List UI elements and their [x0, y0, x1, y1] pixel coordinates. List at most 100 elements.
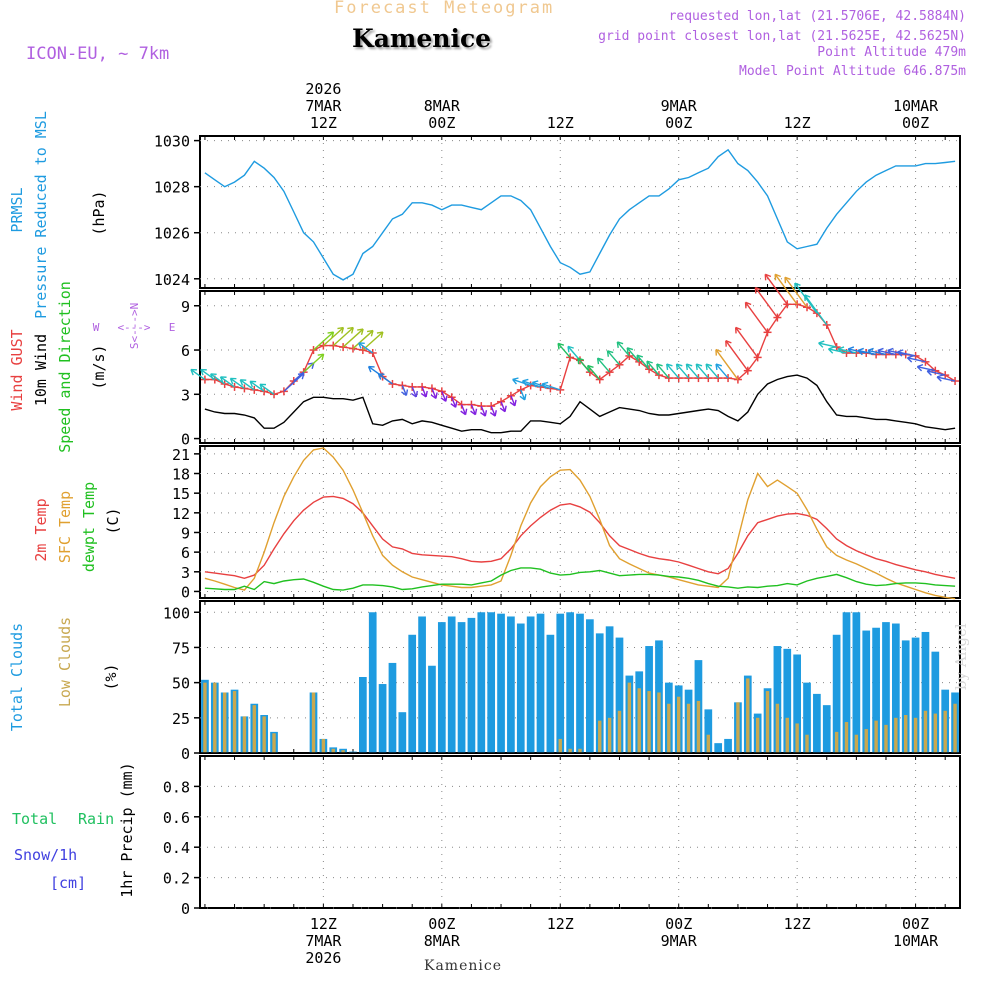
- total-clouds-bar: [872, 627, 880, 753]
- wind-arrow-head: [906, 355, 914, 363]
- wind-arrow-head: [837, 346, 845, 354]
- total-clouds-bar: [714, 743, 723, 753]
- side-labels: PRMSL Pressure Reduced to MSL (hPa) Wind GU…: [8, 111, 175, 898]
- total-clouds-bar: [773, 646, 782, 753]
- low-clouds-bar: [203, 682, 207, 753]
- wind-direction-arrow: [597, 357, 611, 373]
- wind-arrow-head: [357, 328, 364, 336]
- wind-direction-arrow: [313, 331, 334, 351]
- sfc-temp-line: [204, 447, 956, 600]
- wind-arrow-head: [358, 342, 365, 349]
- wind-arrow-head: [347, 326, 354, 334]
- wind-direction-arrow: [735, 326, 759, 358]
- wind-10m-label: 10m Wind: [32, 334, 50, 406]
- wind-arrow-head: [636, 354, 644, 362]
- wind-arrow-head: [557, 342, 565, 350]
- wind-arrow-head: [936, 374, 943, 382]
- wind-arrow-head: [512, 377, 519, 385]
- precip-rain-label: Rain: [78, 810, 114, 828]
- low-clouds-bar: [755, 717, 760, 753]
- wind-direction-arrow: [705, 363, 719, 379]
- wind-arrow-head: [818, 340, 825, 348]
- wind-arrow-head: [685, 363, 693, 371]
- wind-direction-arrow: [887, 349, 906, 356]
- wind-arrow-head: [509, 399, 517, 407]
- low-clouds-bar: [222, 692, 227, 753]
- wind-arrow-head: [926, 368, 934, 376]
- temperature-ytick-label: 6: [181, 544, 190, 562]
- temperature-panel-frame: [199, 445, 961, 599]
- wind-direction-arrow: [587, 365, 601, 380]
- low-clouds-bar: [736, 702, 740, 753]
- wind-arrow-head: [606, 350, 614, 357]
- total-clouds-bar: [891, 623, 900, 753]
- low-clouds-bar: [331, 748, 335, 753]
- wind-direction-arrow: [522, 380, 541, 388]
- wind-arrow-head: [460, 408, 468, 416]
- wind-unit-label: (m/s): [90, 344, 108, 389]
- low-clouds-bar: [775, 703, 780, 753]
- low-clouds-bar: [578, 748, 582, 753]
- wind-direction-arrow: [239, 379, 255, 391]
- top-time-label: 00Z: [428, 114, 455, 132]
- wind-arrow-head: [440, 395, 448, 402]
- total-clouds-bar: [359, 677, 367, 753]
- wind-arrow-head: [210, 373, 217, 380]
- wind-direction-arrow: [362, 331, 384, 351]
- total-clouds-bar: [813, 693, 821, 753]
- wind-arrow-head: [857, 347, 864, 356]
- precip-unit-label: 1hr Precip (mm): [118, 762, 136, 897]
- wind-arrow-head: [784, 276, 791, 284]
- plot-marks: [190, 148, 960, 909]
- wind-direction-arrow: [646, 360, 660, 376]
- bottom-time-label: 8MAR: [424, 932, 461, 950]
- low-clouds-bar: [765, 691, 770, 753]
- precip-snow-unit-label: [cm]: [50, 874, 86, 892]
- low-clouds-bar: [904, 715, 908, 753]
- total-clouds-bar: [378, 684, 387, 753]
- wind-gust-label: Wind GUST: [8, 329, 26, 410]
- wind-arrow-head: [804, 294, 811, 301]
- low-clouds-bar: [854, 734, 859, 753]
- wind-direction-arrow: [606, 350, 621, 366]
- top-time-label: 2026: [305, 80, 341, 98]
- wind-direction-arrow: [794, 282, 818, 314]
- bottom-time-label: 00Z: [665, 915, 692, 933]
- wind-arrow-head: [734, 326, 742, 334]
- total-clouds-bar: [516, 623, 525, 753]
- wind-direction-arrow: [510, 395, 516, 407]
- temperature-ytick-label: 9: [181, 524, 190, 542]
- pressure-ytick-label: 1024: [154, 271, 190, 289]
- wind-direction-arrow: [283, 372, 305, 392]
- wind-ytick-label: 6: [181, 342, 190, 360]
- grid-lines: [194, 136, 960, 909]
- precip-panel-frame: [199, 755, 961, 909]
- wind-direction-arrow: [774, 273, 798, 305]
- top-time-label: 7MAR: [305, 97, 342, 115]
- wind-direction-arrow: [303, 353, 325, 373]
- wind-arrow-head: [764, 273, 772, 281]
- wind-arrow-head: [519, 393, 527, 401]
- wind-direction-arrow: [460, 404, 467, 415]
- wind-arrow-head: [377, 373, 385, 380]
- low-clouds-bar: [667, 703, 671, 753]
- low-clouds-bar: [311, 692, 316, 753]
- precip-ytick-label: 0.8: [163, 778, 190, 796]
- total-clouds-bar: [704, 709, 713, 753]
- low-clouds-bar: [607, 717, 612, 753]
- wind-direction-arrow: [190, 368, 206, 381]
- total-clouds-bar: [911, 637, 920, 753]
- wind-arrow-head: [249, 380, 257, 388]
- total-clouds-bar: [487, 612, 496, 753]
- precip-ytick-label: 0.2: [163, 870, 190, 888]
- low-clouds-bar: [795, 723, 799, 753]
- wind-ytick-label: 0: [181, 431, 190, 449]
- wind-arrow-head: [531, 380, 539, 388]
- wind-direction-arrow: [838, 348, 857, 354]
- total-clouds-bar: [615, 637, 624, 753]
- low-clouds-bar: [844, 722, 849, 753]
- low-clouds-bar: [864, 729, 868, 753]
- wind-arrow-head: [541, 381, 549, 389]
- low-clouds-bar: [598, 720, 602, 753]
- wind-arrow-head: [450, 401, 458, 408]
